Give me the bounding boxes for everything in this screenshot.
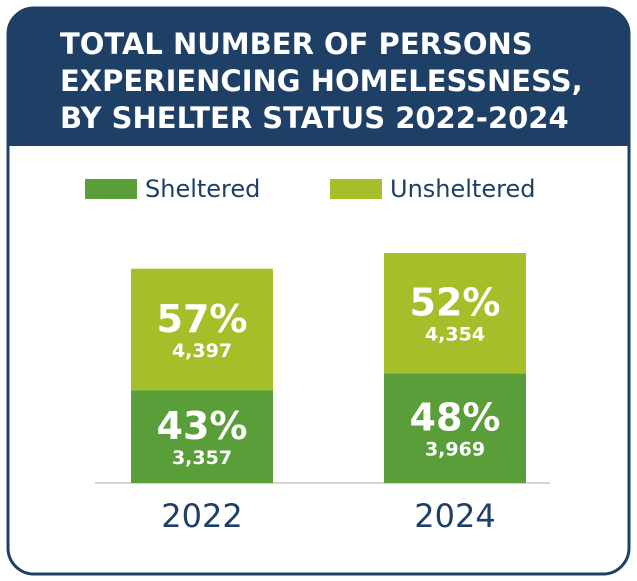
header — [8, 8, 629, 146]
share-label: 52% — [410, 281, 501, 325]
x-tick-label: 2024 — [414, 497, 495, 535]
chart-title: TOTAL NUMBER OF PERSONS — [60, 27, 533, 61]
bar-segment — [384, 373, 526, 483]
value-label: 3,969 — [425, 439, 485, 461]
value-label: 4,354 — [425, 324, 485, 346]
legend-label: Unsheltered — [390, 175, 535, 203]
value-label: 3,357 — [172, 447, 232, 469]
bar-segment — [384, 253, 526, 374]
bar-segment — [131, 268, 273, 391]
value-label: 4,397 — [172, 340, 232, 362]
share-label: 48% — [410, 396, 501, 440]
legend-swatch — [85, 179, 137, 199]
chart-title: EXPERIENCING HOMELESSNESS, — [60, 64, 583, 98]
share-label: 43% — [157, 404, 248, 448]
bar-segment — [131, 390, 273, 483]
chart-title: BY SHELTER STATUS 2022-2024 — [60, 101, 569, 135]
legend-swatch — [330, 179, 382, 199]
share-label: 57% — [157, 297, 248, 341]
legend-label: Sheltered — [145, 175, 260, 203]
x-tick-label: 2022 — [161, 497, 242, 535]
